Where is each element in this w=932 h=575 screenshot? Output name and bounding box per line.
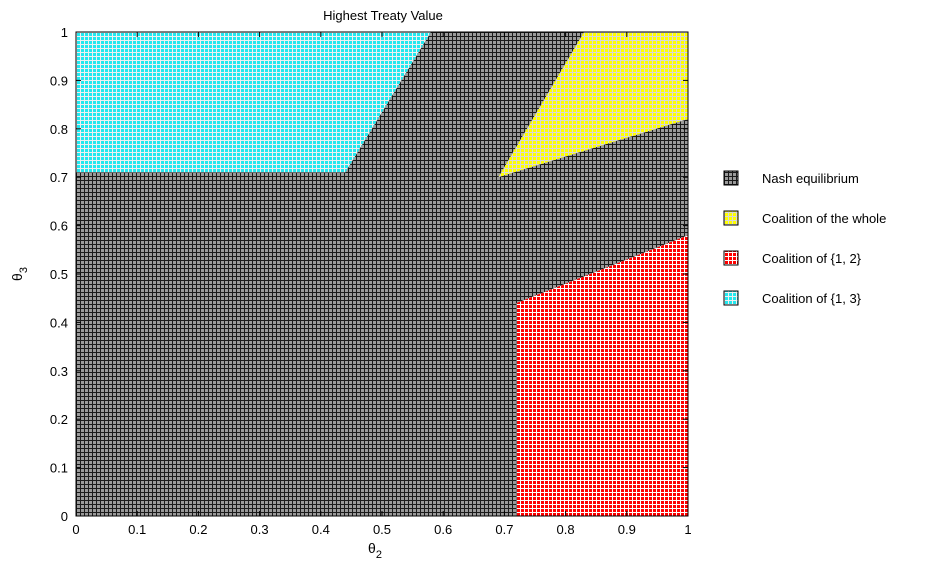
y-axis-label-subscript: 3 (18, 267, 30, 273)
legend-label-c12: Coalition of {1, 2} (762, 251, 862, 266)
legend-label-whole: Coalition of the whole (762, 211, 886, 226)
y-tick-label: 0.1 (50, 461, 68, 476)
region-whole (498, 32, 688, 178)
plot-regions (76, 32, 688, 517)
x-tick-label: 1 (684, 522, 691, 537)
x-tick-label: 0.5 (373, 522, 391, 537)
x-axis-label-main: θ (368, 540, 376, 556)
legend: Nash equilibrium Coalition of the whole Co… (723, 170, 886, 306)
x-tick-label: 0.2 (189, 522, 207, 537)
y-tick-label: 0 (61, 509, 68, 524)
x-tick-label: 0.3 (251, 522, 269, 537)
y-tick-label: 0.2 (50, 412, 68, 427)
legend-swatch-whole (723, 210, 739, 226)
x-axis-label: θ2 (368, 540, 382, 561)
y-tick-label: 0.3 (50, 364, 68, 379)
legend-swatch-nash (723, 170, 739, 186)
x-axis: 0 0.1 0.2 0.3 0.4 0.5 0.6 0.7 0.8 0.9 1 (72, 32, 692, 537)
y-tick-label: 0.5 (50, 267, 68, 282)
legend-label-nash: Nash equilibrium (762, 171, 859, 186)
x-tick-label: 0.9 (618, 522, 636, 537)
y-tick-label: 0.9 (50, 73, 68, 88)
x-tick-label: 0.7 (495, 522, 513, 537)
legend-label-c13: Coalition of {1, 3} (762, 291, 862, 306)
y-tick-label: 0.6 (50, 219, 68, 234)
y-tick-label: 0.4 (50, 315, 68, 330)
x-tick-label: 0 (72, 522, 79, 537)
region-c13 (76, 32, 431, 173)
region-c12 (516, 235, 688, 517)
chart-title: Highest Treaty Value (323, 8, 443, 23)
legend-swatch-c13 (723, 290, 739, 306)
y-axis-label-main: θ (9, 273, 25, 281)
x-axis-label-subscript: 2 (376, 549, 382, 561)
legend-swatch-c12 (723, 250, 739, 266)
y-tick-label: 0.8 (50, 122, 68, 137)
x-tick-label: 0.6 (434, 522, 452, 537)
y-axis-label: θ3 (9, 267, 30, 281)
x-tick-label: 0.4 (312, 522, 330, 537)
y-axis: 0 0.1 0.2 0.3 0.4 0.5 0.6 0.7 0.8 0.9 1 (50, 25, 688, 524)
y-tick-label: 0.7 (50, 170, 68, 185)
x-tick-label: 0.1 (128, 522, 146, 537)
y-tick-label: 1 (61, 25, 68, 40)
x-tick-label: 0.8 (557, 522, 575, 537)
